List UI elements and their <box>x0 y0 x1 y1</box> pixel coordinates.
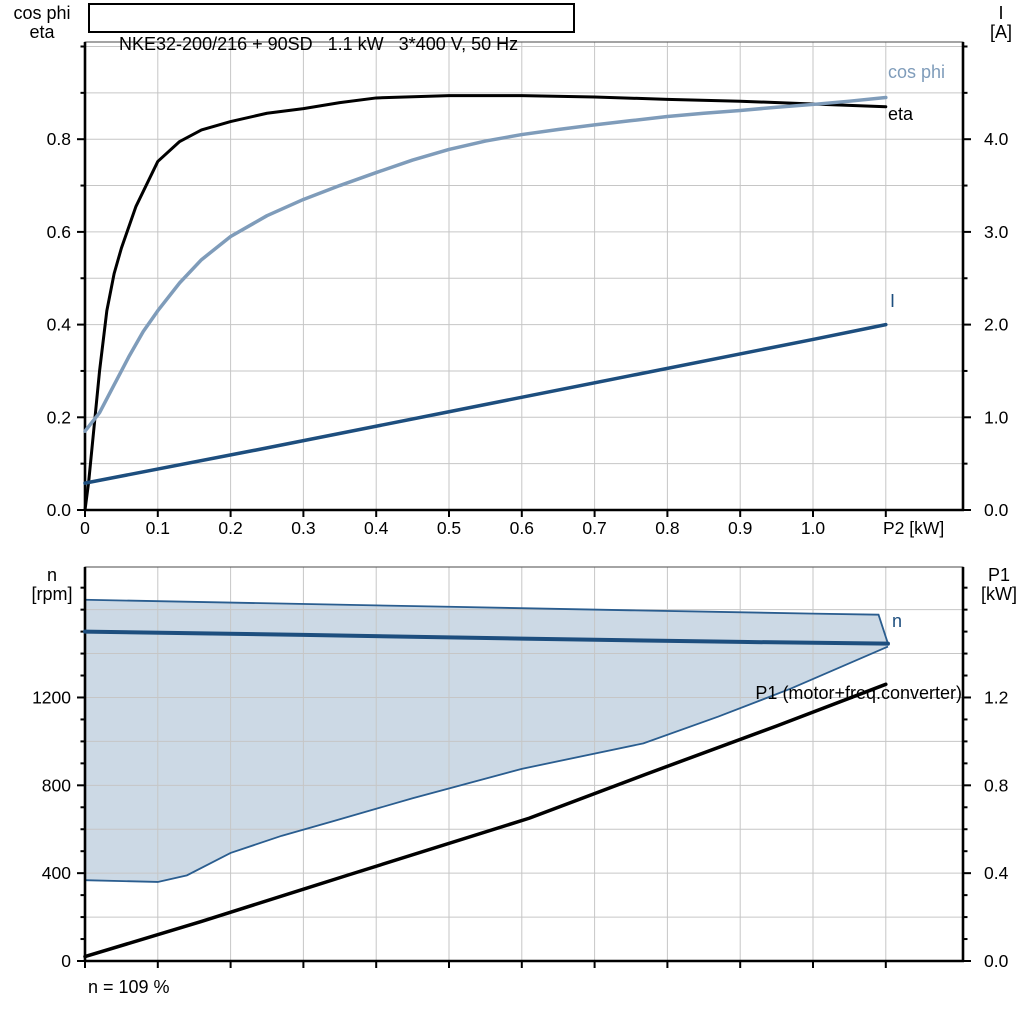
svg-text:400: 400 <box>42 863 71 883</box>
top-chart-ticks <box>77 45 971 517</box>
p1-curve <box>83 682 888 959</box>
svg-text:0.9: 0.9 <box>728 518 752 538</box>
top-chart-right-axis-title: I [A] <box>978 4 1024 42</box>
svg-text:0.6: 0.6 <box>510 518 534 538</box>
x-axis-label: P2 [kW] <box>883 518 945 538</box>
right-axis-title-line2: [A] <box>989 22 1012 42</box>
svg-text:3.0: 3.0 <box>984 222 1009 242</box>
svg-text:0.3: 0.3 <box>291 518 315 538</box>
svg-text:0.0: 0.0 <box>47 500 72 520</box>
cos-phi-curve-label: cos phi <box>888 62 946 82</box>
p1-axis-title-line2: [kW] <box>981 584 1017 604</box>
speed-axis-title-line2: [rpm] <box>31 584 73 604</box>
eta-curve-label: eta <box>888 104 914 124</box>
eta-curve <box>83 94 888 512</box>
p1-axis-title-line1: P1 <box>987 565 1011 585</box>
svg-text:0.6: 0.6 <box>47 222 71 242</box>
speed-curve <box>83 629 890 646</box>
svg-text:0.8: 0.8 <box>984 775 1008 795</box>
speed-percentage-note: n = 109 % <box>88 977 170 997</box>
svg-text:0: 0 <box>80 518 90 538</box>
speed-curve-label: n <box>892 611 903 631</box>
svg-text:0.8: 0.8 <box>655 518 679 538</box>
svg-text:0.2: 0.2 <box>47 407 71 427</box>
svg-text:0.1: 0.1 <box>146 518 170 538</box>
svg-text:0.0: 0.0 <box>984 500 1009 520</box>
svg-text:0.4: 0.4 <box>984 863 1009 883</box>
svg-text:0.7: 0.7 <box>582 518 606 538</box>
p1-curve-label: P1 (motor+freq.converter) <box>755 683 962 703</box>
svg-text:2.0: 2.0 <box>984 315 1009 335</box>
right-axis-title-line1: I <box>998 3 1004 23</box>
bottom-chart-left-axis-title: n [rpm] <box>18 566 86 604</box>
svg-text:0.2: 0.2 <box>218 518 242 538</box>
speed-band-lower-line <box>84 645 889 883</box>
top-chart-axes <box>83 42 965 512</box>
svg-text:0.0: 0.0 <box>984 951 1009 971</box>
chart-title: NKE32-200/216 + 90SD 1.1 kW 3*400 V, 50 … <box>119 34 519 54</box>
bottom-chart: 0 400 800 1200 0.0 0.4 0.8 1.2 <box>32 566 1009 971</box>
svg-text:1.0: 1.0 <box>801 518 826 538</box>
speed-band-fill <box>85 599 888 882</box>
left-axis-title-line2: eta <box>29 22 55 42</box>
svg-text:0.8: 0.8 <box>47 129 71 149</box>
chart-title-box: NKE32-200/216 + 90SD 1.1 kW 3*400 V, 50 … <box>88 3 575 54</box>
bottom-chart-gridlines <box>85 567 963 961</box>
svg-text:0.5: 0.5 <box>437 518 461 538</box>
top-chart-left-axis-title: cos phi eta <box>4 4 80 42</box>
current-curve <box>83 322 888 485</box>
current-curve-label: I <box>890 291 896 311</box>
bottom-chart-ticks <box>77 586 971 968</box>
speed-band-upper-line <box>84 598 889 644</box>
svg-text:0.4: 0.4 <box>47 315 72 335</box>
svg-text:1.2: 1.2 <box>984 687 1008 707</box>
top-chart: 0 0.1 0.2 0.3 0.4 0.5 0.6 0.7 0.8 0.9 1.0 0.0 0.2 0.4… <box>47 41 1009 538</box>
svg-text:800: 800 <box>42 775 71 795</box>
svg-text:0: 0 <box>61 951 71 971</box>
top-chart-tick-labels: 0 0.1 0.2 0.3 0.4 0.5 0.6 0.7 0.8 0.9 1.0 0.0 0.2 0.4… <box>47 129 1009 538</box>
svg-text:0.4: 0.4 <box>364 518 389 538</box>
bottom-chart-right-axis-title: P1 [kW] <box>974 566 1024 604</box>
svg-text:4.0: 4.0 <box>984 129 1009 149</box>
top-chart-gridlines <box>85 42 963 510</box>
cos-phi-curve <box>83 95 888 433</box>
left-axis-title-line1: cos phi <box>13 3 71 23</box>
bottom-chart-tick-labels: 0 400 800 1200 0.0 0.4 0.8 1.2 <box>32 687 1009 971</box>
svg-text:1.0: 1.0 <box>984 407 1009 427</box>
top-chart-frame <box>84 41 964 511</box>
svg-text:1200: 1200 <box>32 687 71 707</box>
speed-axis-title-line1: n <box>46 565 57 585</box>
